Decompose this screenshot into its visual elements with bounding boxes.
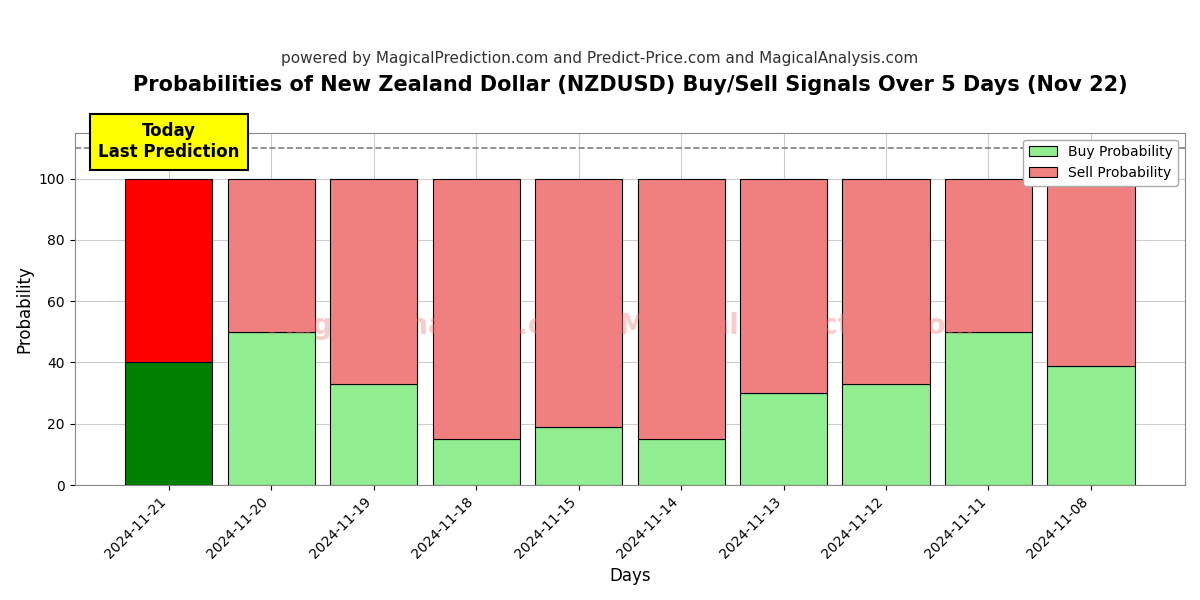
- Title: Probabilities of New Zealand Dollar (NZDUSD) Buy/Sell Signals Over 5 Days (Nov 2: Probabilities of New Zealand Dollar (NZD…: [132, 75, 1127, 95]
- Bar: [637, 179, 725, 439]
- Bar: [637, 439, 725, 485]
- X-axis label: Days: Days: [610, 567, 650, 585]
- Bar: [125, 362, 212, 485]
- Bar: [432, 179, 520, 439]
- Bar: [740, 179, 827, 393]
- Text: Today
Last Prediction: Today Last Prediction: [98, 122, 239, 161]
- Bar: [228, 179, 314, 332]
- Bar: [1048, 179, 1134, 365]
- Bar: [330, 384, 418, 485]
- Text: MagicalPrediction.com: MagicalPrediction.com: [618, 313, 974, 340]
- Bar: [1048, 365, 1134, 485]
- Bar: [944, 332, 1032, 485]
- Bar: [535, 179, 622, 427]
- Text: MagicalAnalysis.com: MagicalAnalysis.com: [266, 313, 593, 340]
- Y-axis label: Probability: Probability: [16, 265, 34, 353]
- Bar: [432, 439, 520, 485]
- Bar: [330, 179, 418, 384]
- Text: powered by MagicalPrediction.com and Predict-Price.com and MagicalAnalysis.com: powered by MagicalPrediction.com and Pre…: [281, 51, 919, 66]
- Bar: [535, 427, 622, 485]
- Bar: [944, 179, 1032, 332]
- Bar: [842, 179, 930, 384]
- Bar: [740, 393, 827, 485]
- Legend: Buy Probability, Sell Probability: Buy Probability, Sell Probability: [1024, 140, 1178, 185]
- Bar: [125, 179, 212, 362]
- Bar: [228, 332, 314, 485]
- Bar: [842, 384, 930, 485]
